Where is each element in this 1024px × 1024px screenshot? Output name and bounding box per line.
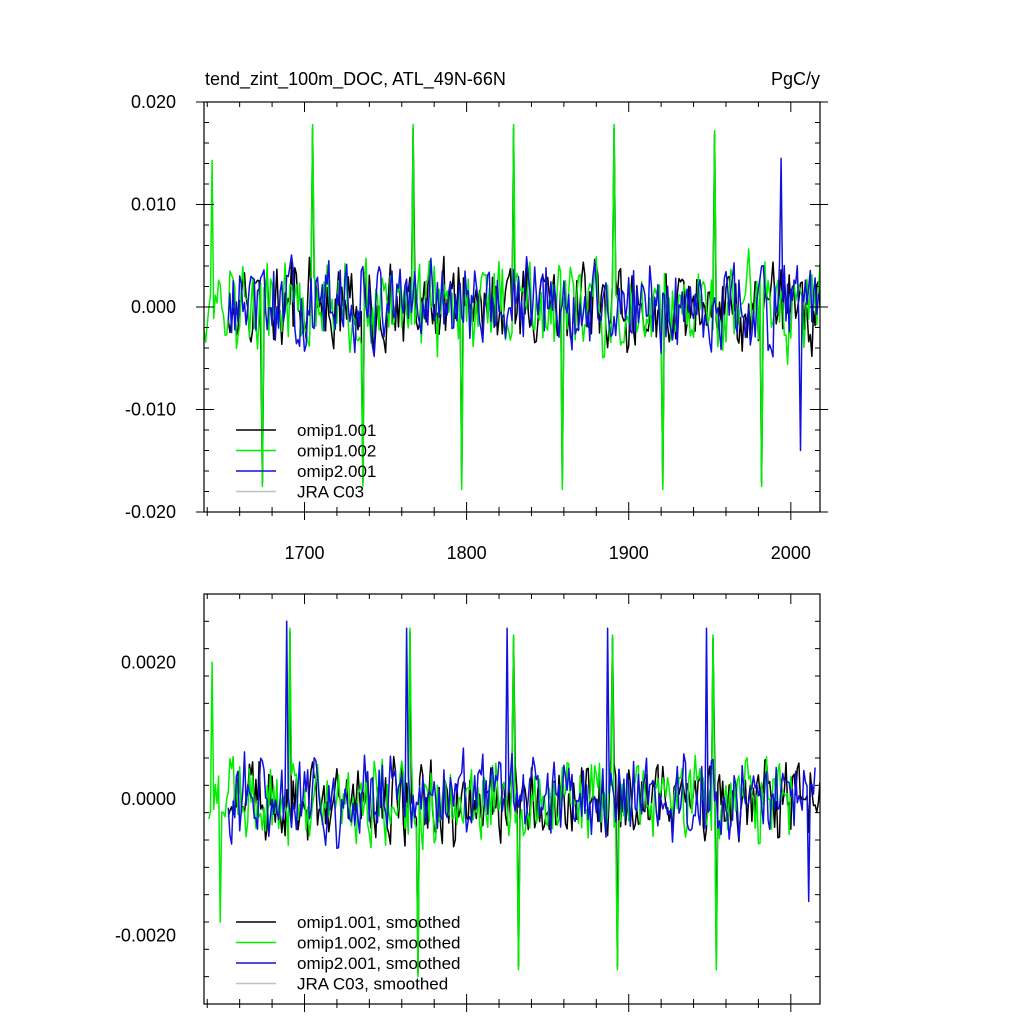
- y-tick-label: -0.020: [125, 502, 176, 522]
- legend-item: JRA C03, smoothed: [236, 975, 448, 994]
- x-tick-label: 1800: [447, 543, 487, 563]
- y-tick-label: -0.0020: [115, 926, 176, 946]
- legend-item: omip2.001: [236, 462, 376, 481]
- top-units: PgC/y: [771, 69, 820, 89]
- y-tick-label: 0.0000: [121, 789, 176, 809]
- legend-item: omip1.002, smoothed: [236, 934, 461, 953]
- legend-label: omip1.001, smoothed: [297, 913, 461, 932]
- series-lines: [208, 620, 820, 978]
- omip2-001-smoothed-line: [227, 620, 816, 903]
- legend-item: omip1.001: [236, 421, 376, 440]
- top-panel: tend_zint_100m_DOC, ATL_49N-66N PgC/y 17…: [125, 69, 828, 563]
- y-tick-label: 0.000: [131, 297, 176, 317]
- x-tick-label: 2000: [771, 543, 811, 563]
- bottom-plot-area: 0.0020 0.0000 -0.0020: [115, 593, 821, 1012]
- legend-label: omip1.002: [297, 442, 376, 461]
- x-tick-label: 1900: [609, 543, 649, 563]
- x-tick-label: 1700: [284, 543, 324, 563]
- legend-item: omip1.001, smoothed: [236, 913, 461, 932]
- y-tick-label: -0.010: [125, 400, 176, 420]
- plot-frame: [203, 593, 821, 1005]
- y-tick-label: 0.0020: [121, 652, 176, 672]
- legend-item: omip1.002: [236, 442, 376, 461]
- legend-item: JRA C03: [236, 483, 364, 502]
- omip2-001-line: [227, 157, 820, 452]
- legend-label: omip1.002, smoothed: [297, 934, 461, 953]
- legend-label: omip1.001: [297, 421, 376, 440]
- y-tick-label: 0.020: [131, 92, 176, 112]
- y-tick-label: 0.010: [131, 195, 176, 215]
- top-plot-area: 1700 1800 1900 2000 0.020 0.010 0.000 -0.010 -0.…: [125, 92, 828, 563]
- legend-label: JRA C03, smoothed: [297, 975, 448, 994]
- legend-item: omip2.001, smoothed: [236, 954, 461, 973]
- legend-label: JRA C03: [297, 483, 364, 502]
- legend-label: omip2.001, smoothed: [297, 954, 461, 973]
- top-title: tend_zint_100m_DOC, ATL_49N-66N: [205, 69, 506, 90]
- series-lines: [204, 123, 820, 491]
- legend-label: omip2.001: [297, 462, 376, 481]
- bottom-legend: omip1.001, smoothed omip1.002, smoothedom…: [236, 913, 461, 994]
